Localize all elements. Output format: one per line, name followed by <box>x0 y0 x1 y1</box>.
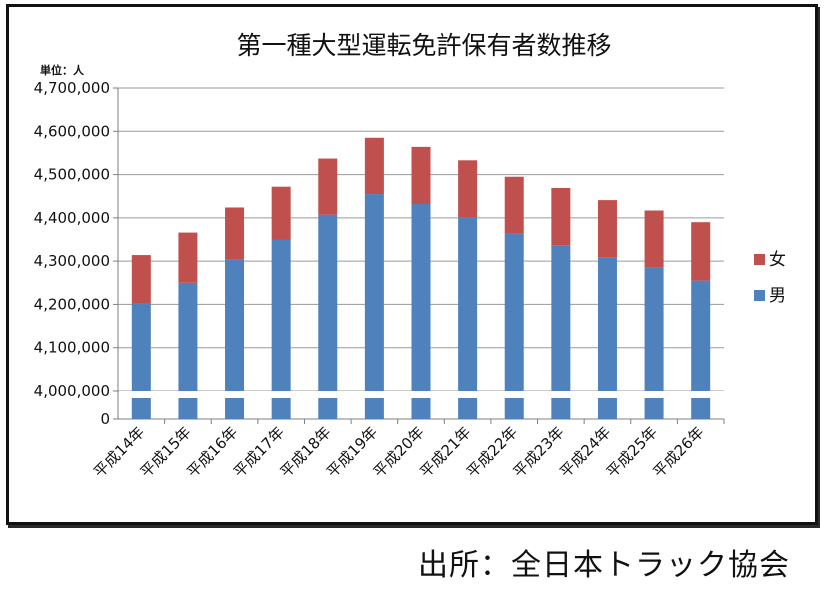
y-tick-label: 4,200,000 <box>34 295 110 313</box>
bar-female <box>691 222 711 281</box>
bar-female <box>178 232 198 283</box>
bar-stub <box>597 398 617 419</box>
y-tick-label: 4,400,000 <box>34 209 110 227</box>
bar-stub <box>178 398 198 419</box>
bar-stub <box>644 398 664 419</box>
bar-male <box>458 217 478 391</box>
axis-break-stubs <box>119 391 725 419</box>
bar-female <box>411 146 431 205</box>
bar-male <box>225 259 245 391</box>
bar-male <box>644 267 664 391</box>
bars <box>131 137 711 391</box>
bar-stub <box>318 398 338 419</box>
bar-female <box>364 137 384 195</box>
bar-female <box>131 255 151 304</box>
bar-female <box>551 187 571 246</box>
chart-svg: 4,700,000 4,600,000 4,500,000 4,400,000 4,30… <box>34 31 786 481</box>
bar-male <box>504 233 524 391</box>
bar-male <box>551 245 571 391</box>
unit-label: 単位：人 <box>40 63 85 77</box>
legend-swatch <box>754 254 765 265</box>
bar-stub <box>411 398 431 419</box>
bar-stub <box>551 398 571 419</box>
bar-stub <box>271 398 291 419</box>
legend: 女男 <box>754 250 786 306</box>
bar-male <box>364 194 384 391</box>
y-tick-label: 4,100,000 <box>34 339 110 357</box>
bar-male <box>597 257 617 391</box>
y-tick-label: 4,700,000 <box>34 79 110 97</box>
y-tick-label: 4,600,000 <box>34 122 110 140</box>
y-tick-label: 4,500,000 <box>34 166 110 184</box>
bar-male <box>271 239 291 391</box>
y-tick-label: 4,000,000 <box>34 382 110 400</box>
bar-female <box>225 207 245 260</box>
bar-female <box>458 160 478 218</box>
bar-male <box>411 204 431 391</box>
bar-female <box>271 186 291 240</box>
bar-female <box>644 210 664 268</box>
legend-label: 女 <box>769 250 786 270</box>
axis-break-gap <box>119 391 725 398</box>
bar-stub <box>364 398 384 419</box>
chart-title: 第一種大型運転免許保有者数推移 <box>236 31 611 60</box>
bar-stub <box>691 398 711 419</box>
source-note: 出所：全日本トラック協会 <box>418 548 790 583</box>
bar-female <box>597 200 617 258</box>
bar-male <box>178 282 198 391</box>
bar-female <box>318 158 338 215</box>
bar-male <box>131 303 151 391</box>
bar-stub <box>458 398 478 419</box>
bar-stub <box>504 398 524 419</box>
bar-female <box>504 176 524 234</box>
bar-stub <box>225 398 245 419</box>
bar-male <box>691 280 711 391</box>
y-tick-label: 4,300,000 <box>34 252 110 270</box>
x-tick-label: 平成26年 <box>649 423 707 481</box>
bar-stub <box>131 398 151 419</box>
legend-label: 男 <box>769 286 786 306</box>
y-tick-label: 0 <box>100 410 110 428</box>
bar-male <box>318 214 338 391</box>
legend-swatch <box>754 290 765 301</box>
